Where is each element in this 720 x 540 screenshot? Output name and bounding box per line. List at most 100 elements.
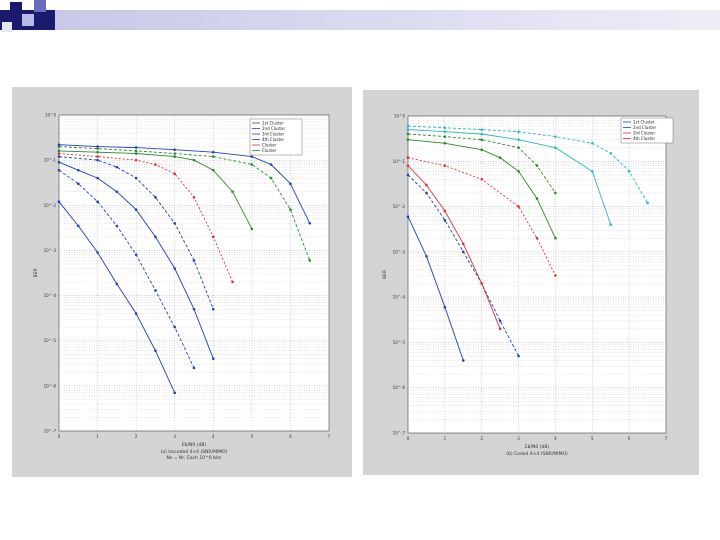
deco-square-white	[2, 22, 12, 32]
data-point	[646, 201, 649, 205]
data-point	[480, 138, 484, 141]
y-tick-label: 10^-1	[393, 159, 406, 164]
data-point	[115, 282, 119, 286]
x-tick-label: 1	[96, 434, 99, 439]
x-tick-label: 7	[665, 436, 668, 441]
legend-label: 3rd Cluster	[633, 130, 655, 135]
y-tick-label: 10^-1	[44, 158, 57, 163]
x-tick-label: 3	[517, 436, 520, 441]
data-point	[154, 163, 157, 166]
data-point	[57, 168, 61, 172]
data-point	[134, 152, 138, 155]
data-point	[498, 327, 502, 331]
data-point	[76, 224, 80, 228]
ber-chart-left: 0 1 2 3 4 5 6 7 10^0 10^-1 10^-2 10^-3 10^-4 10^-5 10^…	[33, 113, 331, 462]
data-point	[269, 163, 273, 166]
x-tick-label: 5	[591, 436, 594, 441]
data-point	[535, 164, 539, 167]
data-point	[554, 191, 557, 195]
y-tick-label: 10^-7	[393, 431, 406, 436]
y-tick-label: 10^0	[394, 114, 405, 119]
data-point	[96, 155, 99, 158]
data-point	[134, 149, 138, 153]
data-point	[115, 190, 119, 193]
y-tick-label: 10^-5	[393, 340, 406, 345]
data-point	[57, 149, 61, 153]
legend-label: Cluster	[262, 142, 277, 147]
x-tick-label: 2	[135, 434, 138, 439]
data-point	[250, 155, 254, 158]
series-line	[58, 150, 253, 230]
data-point	[192, 158, 196, 162]
data-point	[443, 130, 447, 134]
data-point	[443, 209, 447, 213]
data-point	[154, 349, 157, 353]
legend-label: 1st Cluster	[262, 120, 284, 125]
legend-label: Cluster	[262, 148, 277, 153]
data-point	[498, 319, 502, 323]
data-point	[425, 183, 428, 187]
data-point	[57, 160, 61, 164]
chart-panel-left: 0 1 2 3 4 5 6 7 10^0 10^-1 10^-2 10^-3 10^-4 10^-5 10^…	[12, 87, 352, 477]
data-point	[231, 190, 234, 193]
deco-square-light	[22, 14, 34, 26]
data-point	[134, 176, 138, 180]
data-point	[115, 224, 119, 228]
data-point	[211, 307, 215, 311]
data-point	[461, 250, 465, 254]
y-axis-label: BER	[382, 270, 388, 279]
legend-label: 3rd Cluster	[262, 131, 284, 136]
data-point	[308, 221, 312, 225]
data-point	[289, 208, 292, 211]
caption-line-2: Ns = Nr, Each 10^6 bits	[167, 455, 222, 461]
series-line	[58, 146, 311, 261]
x-tick-label: 4	[212, 434, 215, 439]
data-point	[554, 236, 557, 240]
data-point	[443, 305, 447, 309]
data-point	[250, 227, 254, 231]
data-point	[517, 205, 520, 208]
data-point	[96, 145, 99, 148]
data-point	[289, 182, 292, 186]
x-tick-label: 7	[328, 434, 331, 439]
x-axis-label: Eb/N0 (dB)	[182, 442, 207, 448]
data-point	[480, 148, 484, 152]
y-tick-label: 10^-7	[44, 429, 57, 434]
data-point	[517, 138, 520, 141]
data-point	[76, 182, 80, 186]
chart-panel-right: 0 1 2 3 4 5 6 7 10^0 10^-1 10^-2 10^-3 10^-4 10^-5 10^…	[363, 90, 699, 475]
data-point	[96, 176, 99, 180]
data-point	[211, 150, 215, 154]
y-tick-label: 10^-3	[44, 248, 57, 253]
data-point	[192, 196, 196, 199]
data-point	[192, 259, 196, 262]
y-axis-label: BER	[33, 268, 39, 277]
data-point	[535, 236, 539, 240]
y-tick-label: 10^0	[45, 113, 56, 118]
data-point	[154, 235, 157, 239]
series-line	[407, 216, 464, 361]
data-point	[173, 155, 177, 158]
x-tick-label: 6	[628, 436, 631, 441]
y-tick-label: 10^-5	[44, 338, 57, 343]
plot-area	[407, 115, 667, 434]
caption-line-1: (a) Uncoded 4×4 (SNR/MIMO)	[161, 449, 228, 455]
x-tick-label: 4	[554, 436, 557, 441]
data-point	[96, 158, 99, 162]
data-point	[461, 359, 465, 362]
data-point	[115, 165, 119, 169]
data-point	[443, 164, 447, 167]
x-tick-label: 6	[289, 434, 292, 439]
data-point	[590, 141, 594, 145]
series-line	[58, 169, 195, 369]
legend-label: 4th Cluster	[262, 137, 284, 142]
plot-area	[58, 114, 330, 432]
data-point	[211, 235, 215, 239]
legend-label: 2nd Cluster	[262, 126, 285, 131]
data-point	[517, 170, 520, 173]
data-point	[76, 168, 80, 172]
data-point	[96, 251, 99, 254]
data-point	[517, 146, 520, 149]
data-point	[57, 155, 61, 158]
x-tick-label: 2	[480, 436, 483, 441]
